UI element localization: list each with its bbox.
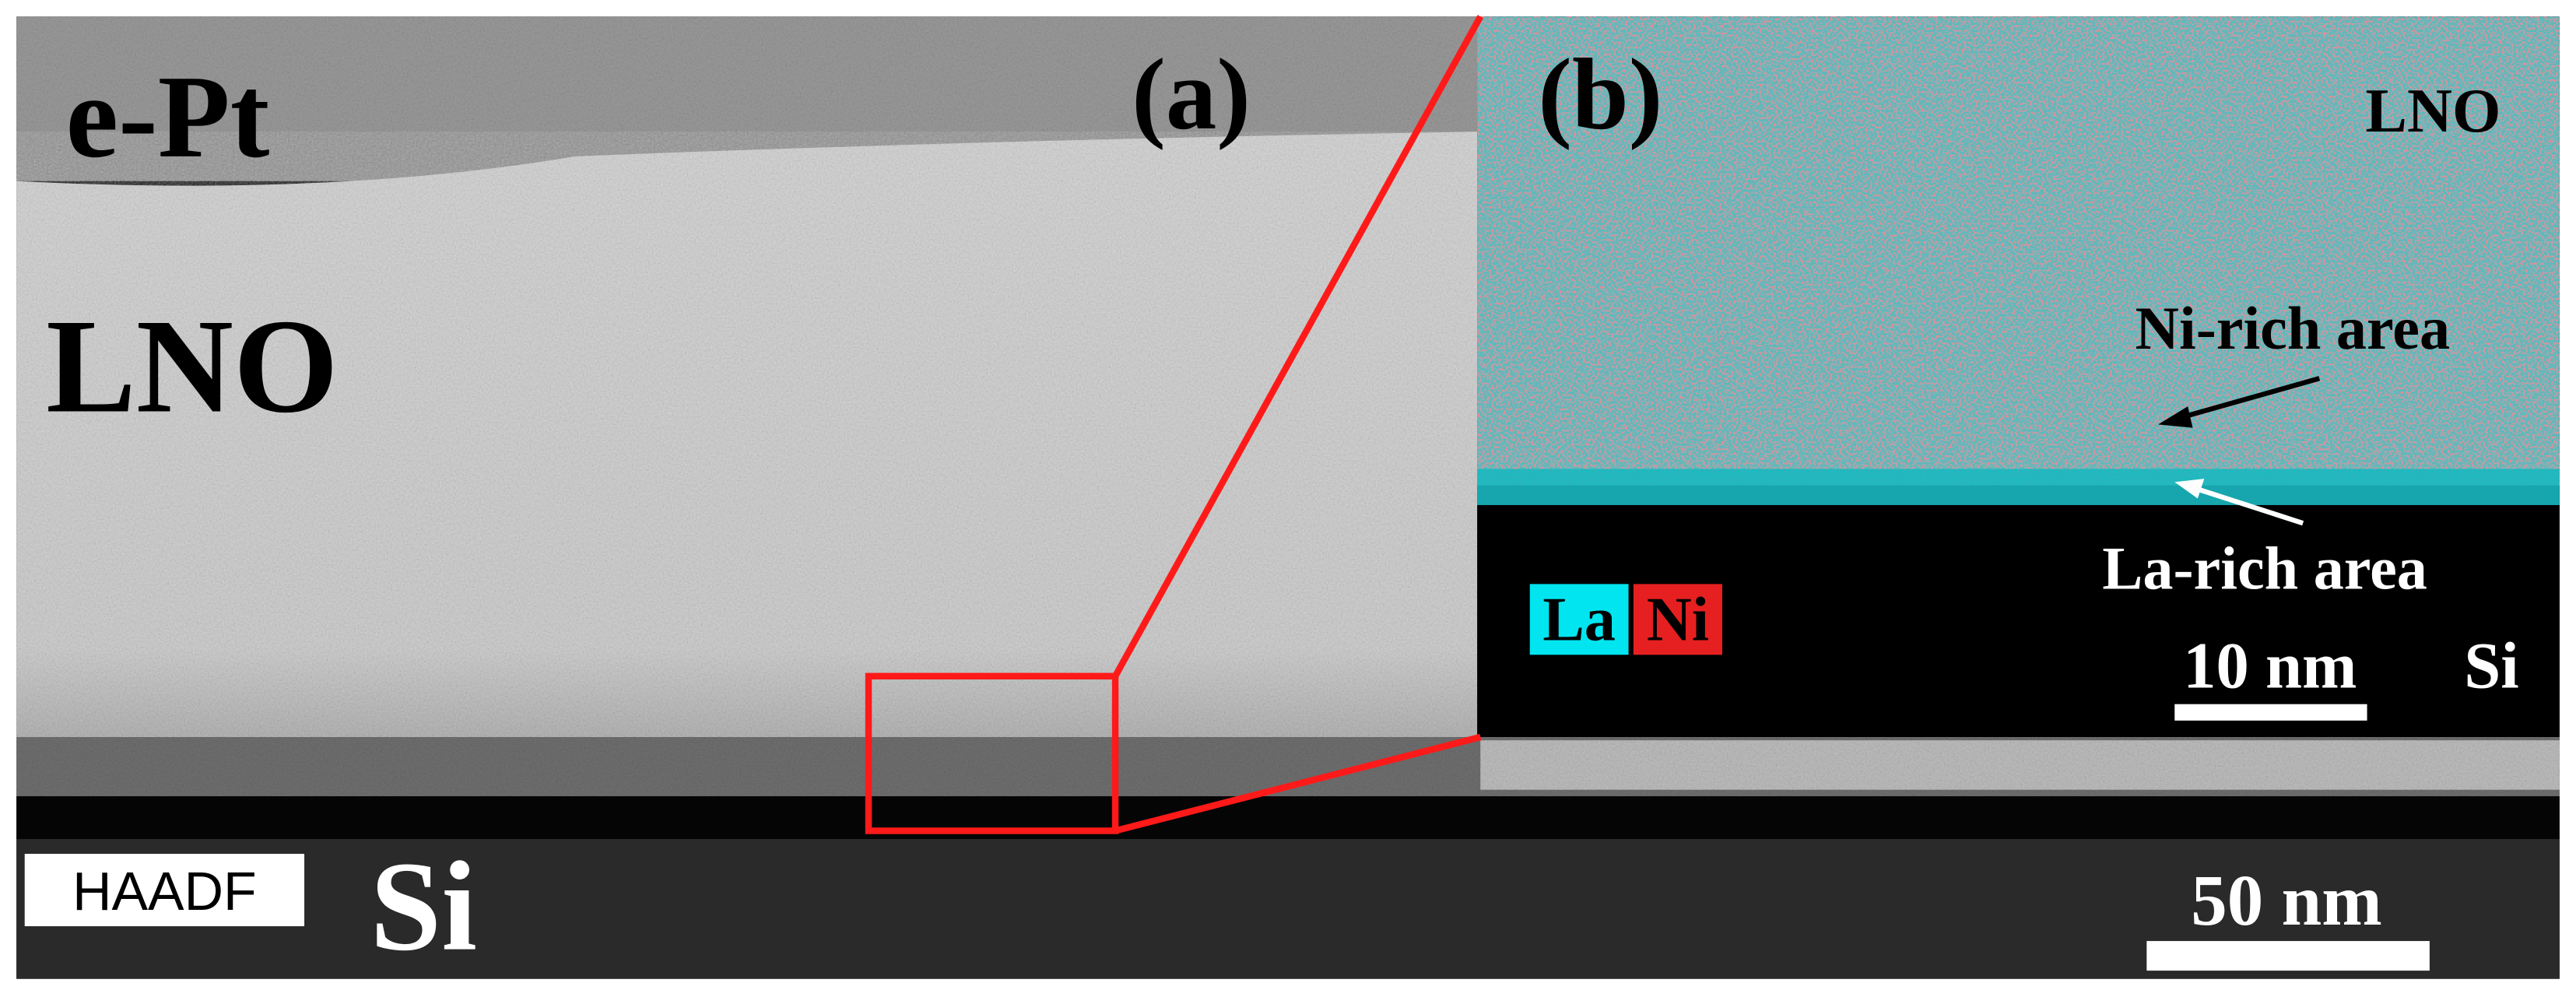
legend-swatch [1633, 584, 1723, 655]
panel-b-image [1477, 16, 2560, 737]
mode-box [24, 854, 305, 927]
panel-label: (a) [1132, 38, 1251, 151]
scale-bar-label: 50 nm [2191, 861, 2381, 941]
scale-bar [2174, 704, 2367, 721]
layer-label: LNO [46, 292, 339, 441]
panel-label: (b) [1538, 38, 1662, 151]
legend-label: La [1542, 585, 1616, 654]
zoom-indicator [865, 15, 1483, 834]
layer-label: e-Pt [66, 51, 270, 182]
scale-bar [2146, 941, 2430, 971]
legend-swatch [1529, 584, 1629, 655]
mode-label: HAADF [72, 861, 256, 922]
arrow [2174, 479, 2304, 526]
annotation: Ni-rich area [2136, 294, 2451, 362]
substrate-label: Si [2464, 630, 2519, 703]
scale-bar-label: 10 nm [2183, 630, 2357, 703]
layer-label: LNO [2365, 76, 2501, 146]
annotation: La-rich area [2102, 535, 2427, 602]
arrow [2158, 376, 2321, 428]
legend-label: Ni [1647, 585, 1709, 654]
substrate-label: Si [370, 835, 478, 978]
